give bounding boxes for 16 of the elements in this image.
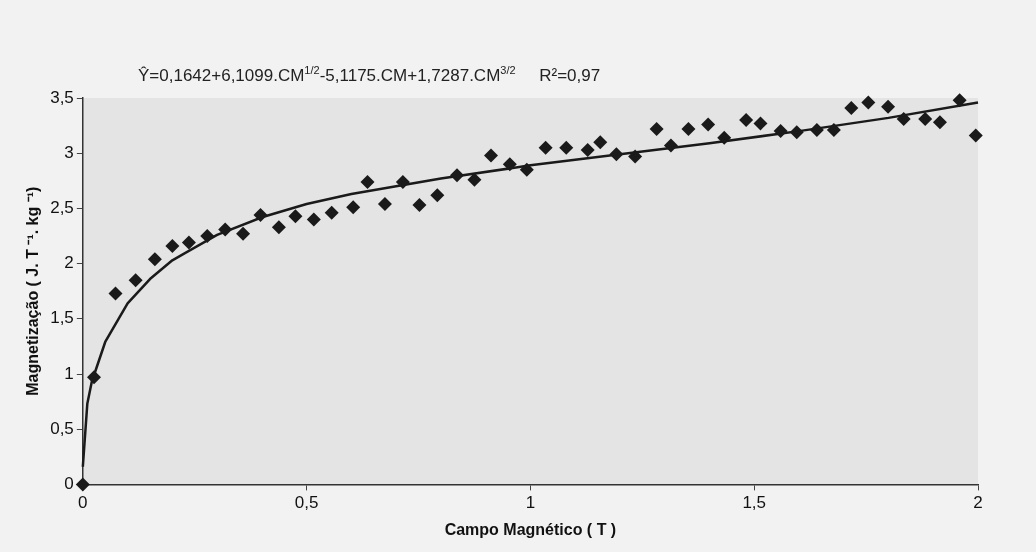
y-tick-label: 0,5 — [50, 418, 74, 438]
y-tick-label: 1 — [64, 363, 74, 383]
x-tick-label: 2 — [973, 493, 983, 513]
x-axis-title: Campo Magnético ( T ) — [444, 520, 617, 538]
y-tick-label: 2 — [64, 253, 74, 273]
y-tick-label: 0 — [64, 474, 74, 494]
x-tick-label: 0,5 — [294, 493, 319, 513]
chart-title: Ŷ=0,1642+6,1099.CM$^{1/2}$-5,1175.CM+1,7287.CM$^{3/2}$ R²=0,97 — [138, 64, 601, 85]
x-tick-label: 1,5 — [742, 493, 767, 513]
y-tick-label: 1,5 — [50, 308, 74, 328]
y-tick-label: 2,5 — [50, 198, 74, 218]
x-tick-label: 0 — [78, 493, 88, 513]
y-tick-label: 3,5 — [50, 87, 74, 107]
y-axis-title: Magnetização ( J. T ⁻¹. kg ⁻¹) — [24, 186, 42, 396]
y-tick-label: 3 — [64, 142, 74, 162]
x-tick-label: 1 — [525, 493, 536, 513]
